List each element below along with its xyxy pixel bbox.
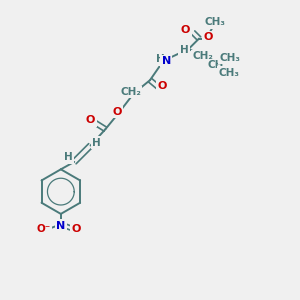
Text: CH₂: CH₂ bbox=[193, 51, 213, 62]
Text: O: O bbox=[112, 107, 122, 117]
Text: O⁻: O⁻ bbox=[37, 224, 51, 234]
Text: CH₃: CH₃ bbox=[220, 53, 241, 63]
Text: H: H bbox=[92, 138, 101, 148]
Text: O: O bbox=[203, 32, 213, 42]
Text: CH₃: CH₃ bbox=[205, 17, 226, 27]
Text: O: O bbox=[181, 25, 190, 34]
Text: O: O bbox=[72, 224, 81, 234]
Text: N: N bbox=[56, 221, 65, 231]
Text: CH: CH bbox=[207, 60, 224, 70]
Text: N: N bbox=[162, 56, 171, 66]
Text: H: H bbox=[180, 45, 189, 56]
Text: O: O bbox=[86, 115, 95, 125]
Text: CH₃: CH₃ bbox=[218, 68, 239, 78]
Text: H: H bbox=[64, 152, 73, 162]
Text: H: H bbox=[156, 54, 165, 64]
Text: CH₂: CH₂ bbox=[120, 87, 141, 97]
Text: O: O bbox=[157, 81, 167, 91]
